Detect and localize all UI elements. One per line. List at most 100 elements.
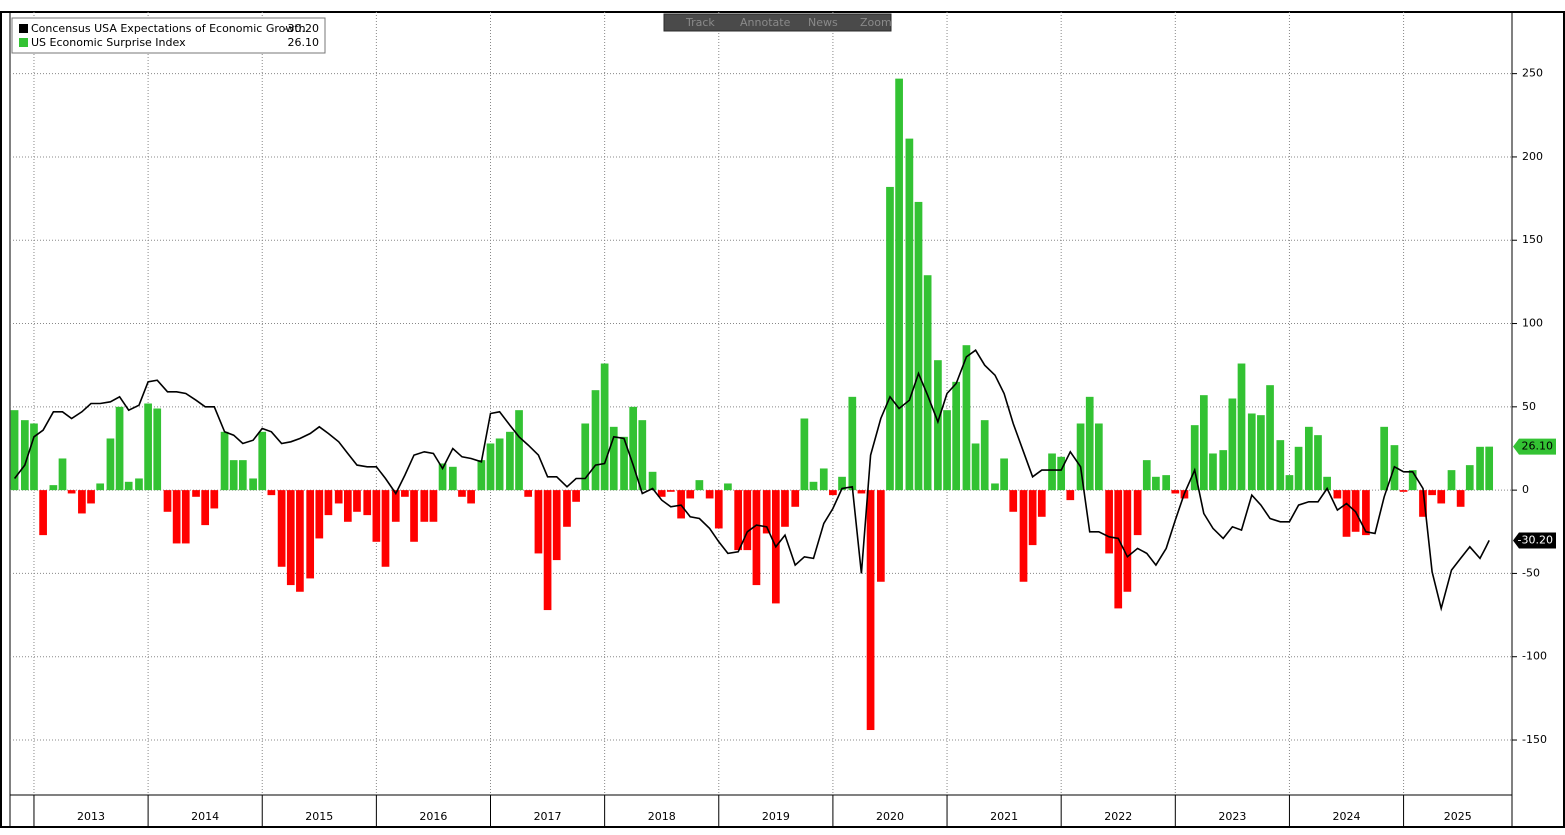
bar <box>705 490 714 499</box>
bar <box>506 431 514 491</box>
x-tick-label: 2015 <box>305 810 333 823</box>
x-tick-label: 2018 <box>648 810 676 823</box>
bar <box>153 408 162 491</box>
y-tick-label: 100 <box>1522 317 1543 330</box>
bar <box>638 420 647 491</box>
bar <box>1142 460 1151 491</box>
bar <box>1009 490 1018 512</box>
bar <box>1162 475 1171 491</box>
bar <box>905 138 914 491</box>
bar <box>1476 446 1484 491</box>
y-tick-label: 150 <box>1522 233 1543 246</box>
bar <box>857 490 866 494</box>
bar <box>1190 425 1199 491</box>
bar <box>410 490 418 542</box>
bar <box>277 490 286 567</box>
bar <box>629 406 638 491</box>
bar <box>467 490 475 504</box>
bar <box>144 403 152 491</box>
bar <box>67 490 76 494</box>
bar <box>591 390 600 491</box>
y-tick-label: -150 <box>1522 733 1547 746</box>
bar <box>971 443 980 491</box>
bar <box>1085 396 1094 491</box>
bar <box>534 490 543 554</box>
bar <box>1114 490 1123 609</box>
bar <box>458 490 466 497</box>
value-tag-label: -30.20 <box>1518 533 1553 546</box>
bar <box>220 431 229 491</box>
bar <box>781 490 789 527</box>
bar <box>515 410 523 491</box>
bar <box>914 201 923 491</box>
bar <box>1171 490 1180 494</box>
bar <box>952 381 961 491</box>
toolbar-button[interactable]: Track <box>685 16 715 29</box>
bar <box>752 490 761 586</box>
toolbar: Track Annotate News Zoom <box>663 13 892 32</box>
bar <box>648 471 657 491</box>
bar <box>686 490 695 499</box>
bar <box>714 490 723 529</box>
bar <box>609 426 618 491</box>
toolbar-button[interactable]: Zoom <box>860 16 892 29</box>
bar <box>886 186 894 491</box>
y-tick-label: 0 <box>1522 483 1529 496</box>
bar <box>1000 458 1008 491</box>
x-tick-label: 2017 <box>534 810 562 823</box>
bar <box>363 490 372 516</box>
bar <box>800 418 809 491</box>
x-tick-label: 2025 <box>1444 810 1472 823</box>
bar <box>192 490 200 497</box>
bar <box>866 490 875 731</box>
bar <box>1057 456 1066 491</box>
bar <box>106 438 115 491</box>
toolbar-background <box>663 13 892 32</box>
bar <box>724 483 732 491</box>
bar <box>734 490 743 551</box>
bar <box>163 490 172 512</box>
bar <box>819 468 828 491</box>
toolbar-button[interactable]: Annotate <box>740 16 791 29</box>
legend-value: -30.20 <box>284 22 319 35</box>
bar <box>115 406 124 491</box>
bar <box>438 463 447 491</box>
x-tick-label: 2019 <box>762 810 790 823</box>
bar <box>238 460 247 491</box>
bar <box>1276 440 1285 491</box>
bar <box>1362 490 1370 536</box>
x-tick-label: 2020 <box>876 810 904 823</box>
bar <box>1247 413 1256 491</box>
y-tick-label: 250 <box>1522 67 1543 80</box>
bar <box>1257 415 1265 491</box>
bar <box>296 490 304 592</box>
bar <box>315 490 324 539</box>
legend-box <box>11 17 326 54</box>
bar <box>39 490 47 536</box>
legend-swatch <box>19 24 28 33</box>
bar <box>1304 426 1313 491</box>
bar <box>1019 490 1028 582</box>
bar <box>58 458 67 491</box>
bar <box>620 436 628 491</box>
bar <box>401 490 409 497</box>
bar <box>552 490 561 561</box>
bar <box>1048 453 1056 491</box>
bar <box>1209 453 1217 491</box>
bar <box>743 490 752 551</box>
bar <box>78 490 86 514</box>
bar <box>1294 446 1303 491</box>
y-tick-label: 50 <box>1522 400 1536 413</box>
bar <box>181 490 190 544</box>
bar <box>695 480 704 491</box>
bar <box>600 363 609 491</box>
bar <box>324 490 333 516</box>
bar <box>96 483 105 491</box>
bar <box>1028 490 1037 546</box>
bar <box>876 490 885 582</box>
bar <box>1437 490 1446 504</box>
toolbar-button[interactable]: News <box>808 16 838 29</box>
bar <box>1380 426 1389 491</box>
x-tick-label: 2023 <box>1218 810 1246 823</box>
bar <box>572 490 580 502</box>
